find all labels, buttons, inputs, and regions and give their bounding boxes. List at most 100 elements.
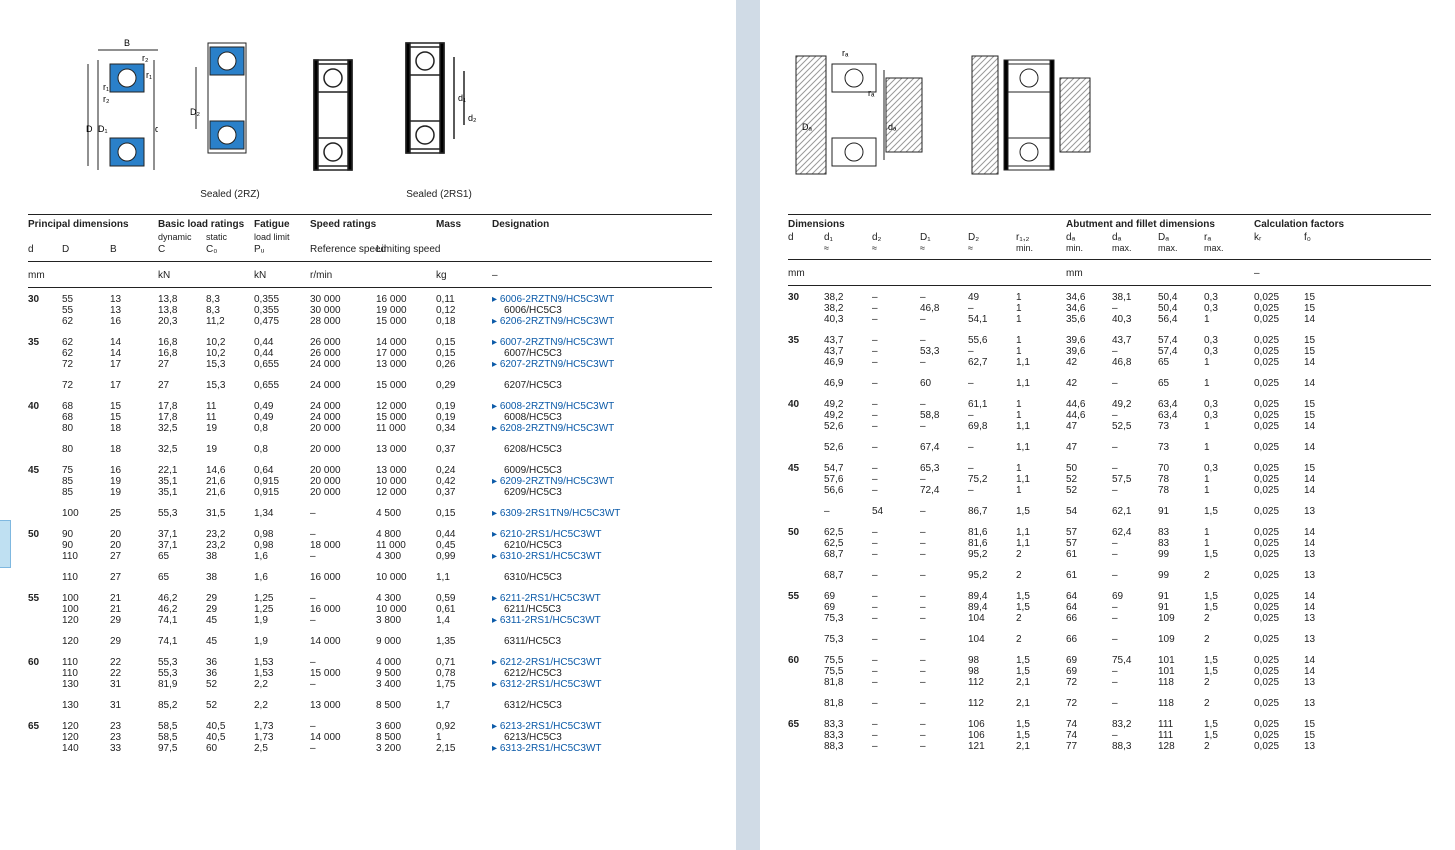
table-row: 75,3––104266–10920,02513: [788, 634, 1431, 645]
designation: 6213/HC5C3: [492, 732, 562, 743]
designation-link[interactable]: 6207-2RZTN9/HC5C3WT: [500, 359, 614, 370]
col-head: D: [62, 244, 110, 255]
table-row: 88,3––1212,17788,312820,02513: [788, 741, 1431, 752]
table-row: 43,7–53,3–139,6–57,40,30,02515: [788, 346, 1431, 357]
table-row: 52,6–67,4–1,147–7310,02514: [788, 442, 1431, 453]
unit: –: [492, 270, 712, 281]
table-row: 851935,121,60,91520 00010 0000,42▸ 6209-…: [28, 476, 712, 487]
diagram-row-right: rₐ rₐ Dₐ dₐ: [788, 10, 1431, 200]
designation-link[interactable]: 6006-2RZTN9/HC5C3WT: [500, 294, 614, 305]
table-row: 551002146,2291,25–4 3000,59▸ 6211-2RS1/H…: [28, 593, 712, 604]
table-row: 46,9––62,71,14246,86510,02514: [788, 357, 1431, 368]
svg-text:dₐ: dₐ: [888, 122, 897, 132]
group-head: Mass: [436, 219, 492, 230]
unit: mm: [1066, 268, 1112, 279]
designation: 6310/HC5C3: [492, 572, 562, 583]
unit: kN: [158, 270, 206, 281]
designation: 6009/HC5C3: [492, 465, 562, 476]
table-row: 5569––89,41,56469911,50,02514: [788, 591, 1431, 602]
designation-link[interactable]: 6310-2RS1/HC5C3WT: [500, 551, 602, 562]
unit: [1204, 268, 1254, 279]
diagram-2rs1: d₁ d₂ Sealed (2RS1): [394, 13, 484, 200]
col-head: [492, 244, 712, 255]
designation-link[interactable]: 6008-2RZTN9/HC5C3WT: [500, 401, 614, 412]
table-row: 56,6–72,4–152–7810,02514: [788, 485, 1431, 496]
table-row: 81,8––1122,172–11820,02513: [788, 698, 1431, 709]
table-row: 69––89,41,564–911,50,02514: [788, 602, 1431, 613]
designation: 6207/HC5C3: [492, 380, 562, 391]
group-head: Designation: [492, 219, 712, 230]
table-row: 52,6––69,81,14752,57310,02514: [788, 421, 1431, 432]
col-head: d₂≈: [872, 232, 920, 253]
table-row: 1202974,1451,9–3 8001,4▸ 6311-2RS1/HC5C3…: [28, 615, 712, 626]
table-row: 72172715,30,65524 00013 0000,26▸ 6207-2R…: [28, 359, 712, 370]
diagram-row: D D₁ d d₁ B r₂ r₁ r₂ r₁: [28, 10, 712, 200]
designation-link[interactable]: 6007-2RZTN9/HC5C3WT: [500, 337, 614, 348]
table-row: 681517,8110,4924 00015 0000,196008/HC5C3: [28, 412, 712, 423]
designation: 6006/HC5C3: [492, 305, 562, 316]
table-row: 1202358,540,51,7314 0008 50016213/HC5C3: [28, 732, 712, 743]
svg-text:r₂: r₂: [142, 53, 149, 63]
unit: [872, 268, 920, 279]
table-row: 30551313,88,30,35530 00016 0000,11▸ 6006…: [28, 294, 712, 305]
designation-link[interactable]: 6213-2RS1/HC5C3WT: [500, 721, 602, 732]
designation-link[interactable]: 6309-2RS1TN9/HC5C3WT: [500, 508, 621, 519]
diagram-open: D D₁ d d₁ B r₂ r₁ r₂ r₁: [28, 30, 158, 200]
table-row: 40681517,8110,4924 00012 0000,19▸ 6008-2…: [28, 401, 712, 412]
table-row: 81,8––1122,172–11820,02513: [788, 677, 1431, 688]
designation-link[interactable]: 6313-2RS1/HC5C3WT: [500, 743, 602, 754]
table-row: 851935,121,60,91520 00012 0000,376209/HC…: [28, 487, 712, 498]
designation-link[interactable]: 6312-2RS1/HC5C3WT: [500, 679, 602, 690]
table-row: 651202358,540,51,73–3 6000,92▸ 6213-2RS1…: [28, 721, 712, 732]
table-row: 83,3––1061,574–1111,50,02515: [788, 730, 1431, 741]
col-head: Pᵤ: [254, 244, 310, 255]
designation: 6212/HC5C3: [492, 668, 562, 679]
designation-link[interactable]: 6212-2RS1/HC5C3WT: [500, 657, 602, 668]
table-row: 38,2–46,8–134,6–50,40,30,02515: [788, 303, 1431, 314]
table-row: –54–86,71,55462,1911,50,02513: [788, 506, 1431, 517]
table-row: 801832,5190,820 00013 0000,376208/HC5C3: [28, 444, 712, 455]
table-row: 75,5––981,569–1011,50,02514: [788, 666, 1431, 677]
table-row: 1403397,5602,5–3 2002,15▸ 6313-2RS1/HC5C…: [28, 743, 712, 754]
col-head: r₁,₂min.: [1016, 232, 1066, 253]
col-head: d₁≈: [824, 232, 872, 253]
designation-link[interactable]: 6208-2RZTN9/HC5C3WT: [500, 423, 614, 434]
table-row: 45751622,114,60,6420 00013 0000,246009/H…: [28, 465, 712, 476]
unit: r/min: [310, 270, 376, 281]
table-row: 1303185,2522,213 0008 5001,76312/HC5C3: [28, 700, 712, 711]
col-head: dₐmax.: [1112, 232, 1158, 253]
designation-link[interactable]: 6311-2RS1/HC5C3WT: [500, 615, 601, 626]
designation: 6210/HC5C3: [492, 540, 562, 551]
table-row: 1002146,2291,2516 00010 0000,616211/HC5C…: [28, 604, 712, 615]
svg-text:D₁: D₁: [98, 124, 108, 134]
table-row: 1303181,9522,2–3 4001,75▸ 6312-2RS1/HC5C…: [28, 679, 712, 690]
group-head: Speed ratings: [310, 219, 436, 230]
designation-link[interactable]: 6210-2RS1/HC5C3WT: [500, 529, 602, 540]
group-head: Calculation factors: [1254, 219, 1338, 230]
col-head: Reference speed: [310, 244, 376, 255]
svg-text:B: B: [124, 38, 130, 48]
svg-text:r₂: r₂: [103, 94, 110, 104]
col-head: D₂≈: [968, 232, 1016, 253]
table-row: 1002555,331,51,34–4 5000,15▸ 6309-2RS1TN…: [28, 508, 712, 519]
group-head: Principal dimensions: [28, 219, 158, 230]
svg-text:D₂: D₂: [190, 107, 200, 117]
table-row: 3038,2––49134,638,150,40,30,02515: [788, 292, 1431, 303]
designation-link[interactable]: 6206-2RZTN9/HC5C3WT: [500, 316, 614, 327]
diagram-sealed-plain: [302, 30, 362, 200]
designation-link[interactable]: 6211-2RS1/HC5C3WT: [500, 593, 601, 604]
designation-link[interactable]: 6209-2RZTN9/HC5C3WT: [500, 476, 614, 487]
col-head: d: [788, 232, 824, 253]
col-head: f₀: [1304, 232, 1338, 253]
diagram-abutment-2: [966, 30, 1096, 200]
caption-2rs1: Sealed (2RS1): [394, 189, 484, 200]
unit: [376, 270, 436, 281]
col-head: rₐmax.: [1204, 232, 1254, 253]
unit: –: [1254, 268, 1304, 279]
table-row: 3543,7––55,6139,643,757,40,30,02515: [788, 335, 1431, 346]
col-head: [436, 244, 492, 255]
table-row: 621620,311,20,47528 00015 0000,18▸ 6206-…: [28, 316, 712, 327]
unit: [1112, 268, 1158, 279]
unit: [62, 270, 110, 281]
svg-text:rₐ: rₐ: [868, 88, 875, 98]
